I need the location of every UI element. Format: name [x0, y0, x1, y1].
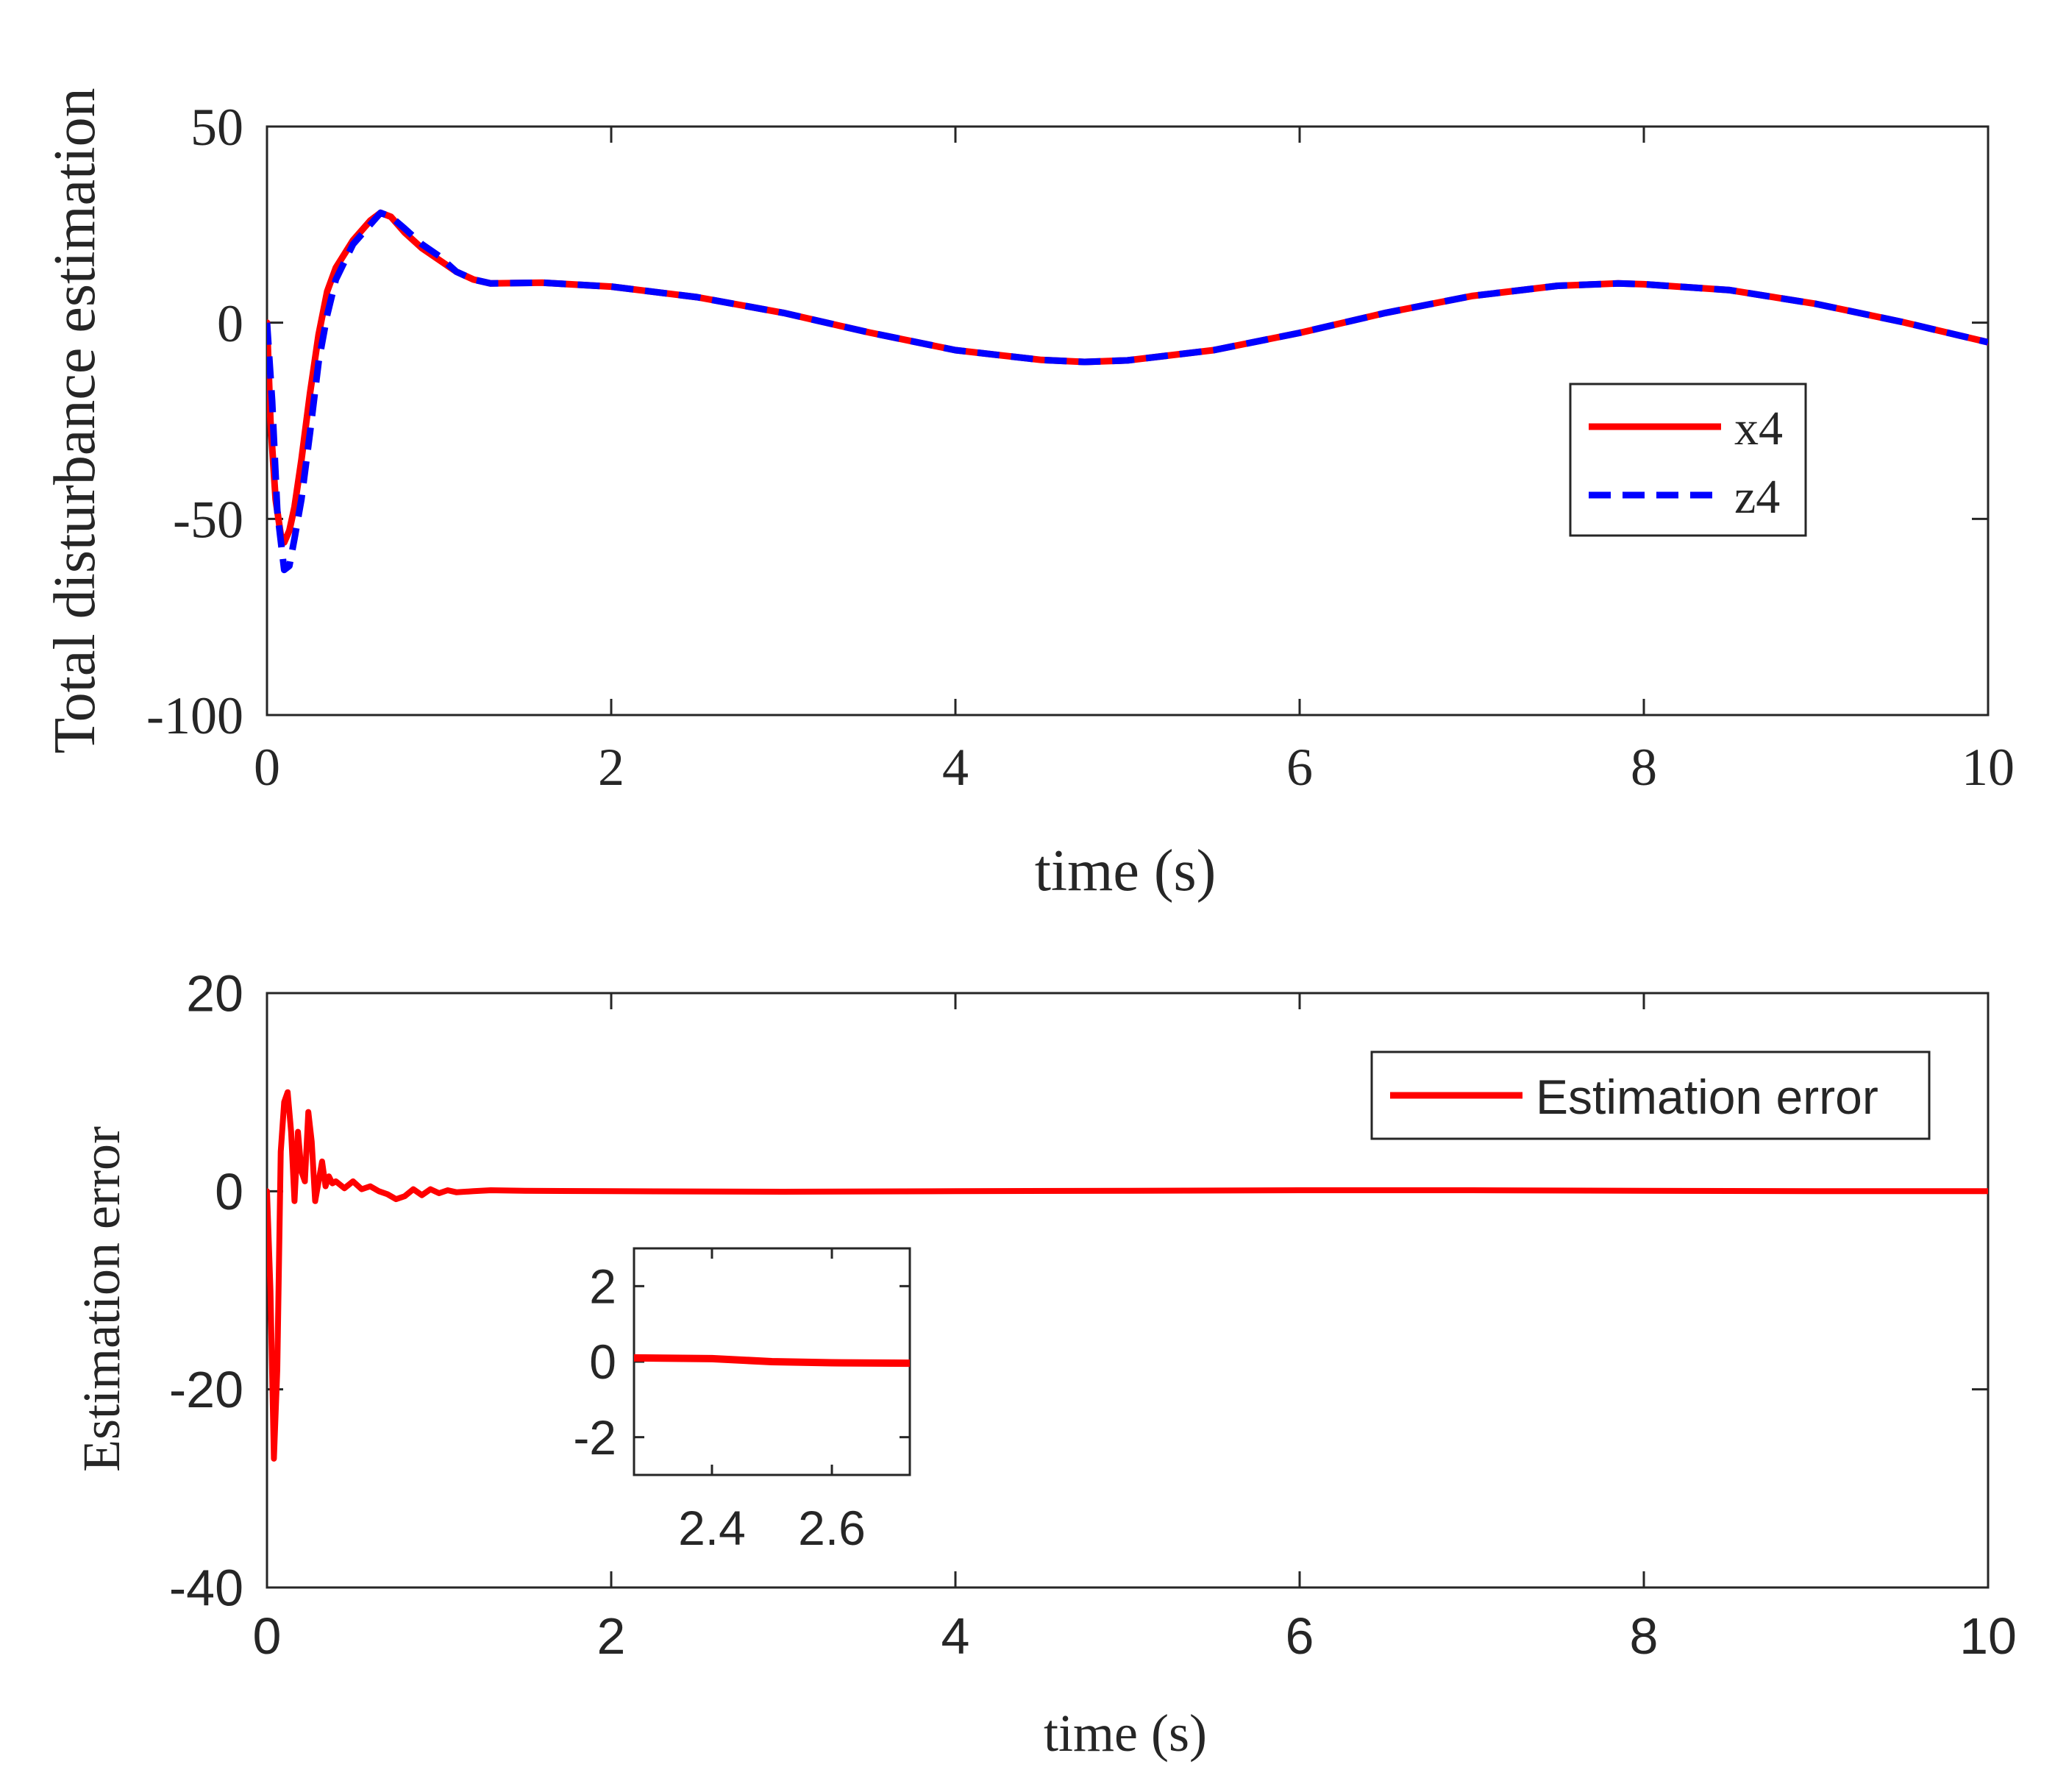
- top-series-group: [267, 209, 1988, 574]
- y-tick-label: 0: [217, 294, 243, 353]
- top-legend-box: [1569, 383, 1807, 537]
- x-tick-label: 8: [1630, 1607, 1659, 1665]
- x-tick-label: 4: [941, 1607, 970, 1665]
- bottom-series-group: [267, 1089, 1988, 1462]
- top-legend: x4 z4: [1569, 383, 1807, 537]
- y-tick-label: -100: [146, 686, 243, 745]
- inset-ticks: 2.4 2.6 -2 0 2: [573, 1248, 910, 1555]
- y-tick-label: 2: [589, 1259, 616, 1313]
- x-tick-label: 2.6: [798, 1501, 866, 1555]
- bottom-x-axis-label: time (s): [1044, 1704, 1207, 1763]
- x-tick-label: 8: [1631, 738, 1657, 797]
- x-tick-label: 4: [942, 738, 969, 797]
- inset-chart: 2.4 2.6 -2 0 2: [573, 1247, 911, 1555]
- inset-series-group: [634, 1354, 910, 1368]
- x-tick-label: 10: [1959, 1607, 2017, 1665]
- legend-label-estimation-error: Estimation error: [1536, 1070, 1878, 1124]
- x-tick-label: 2: [598, 738, 624, 797]
- inset-series-line: [634, 1354, 910, 1368]
- x-tick-label: 0: [253, 1607, 282, 1665]
- y-tick-label: -20: [169, 1361, 243, 1418]
- x-tick-label: 2.4: [678, 1501, 746, 1555]
- x-tick-label: 0: [254, 738, 280, 797]
- y-tick-label: -2: [573, 1410, 616, 1465]
- series-line-z4: [267, 209, 1988, 574]
- legend-label-x4: x4: [1734, 402, 1783, 455]
- x-tick-label: 2: [597, 1607, 626, 1665]
- y-tick-label: -40: [169, 1560, 243, 1617]
- y-tick-label: 0: [215, 1163, 243, 1220]
- x-tick-label: 6: [1286, 738, 1313, 797]
- legend-label-z4: z4: [1734, 470, 1780, 524]
- y-tick-label: -50: [173, 491, 243, 550]
- series-line-estimation-error: [267, 1089, 1988, 1462]
- y-tick-label: 20: [186, 965, 243, 1023]
- x-tick-label: 10: [1962, 738, 2015, 797]
- top-y-axis-label: Total disturbance estimation: [43, 88, 107, 753]
- bottom-legend: Estimation error: [1370, 1050, 1931, 1140]
- x-tick-label: 6: [1286, 1607, 1314, 1665]
- top-chart: 0 2 4 6 8 10 -100 -50 0 50 time (s) Total disturb…: [43, 88, 2015, 903]
- top-x-axis-label: time (s): [1035, 839, 1217, 903]
- bottom-y-axis-label: Estimation error: [72, 1126, 131, 1472]
- y-tick-label: 0: [589, 1334, 616, 1389]
- top-ticks: 0 2 4 6 8 10 -100 -50 0 50: [146, 98, 2015, 797]
- y-tick-label: 50: [190, 98, 243, 157]
